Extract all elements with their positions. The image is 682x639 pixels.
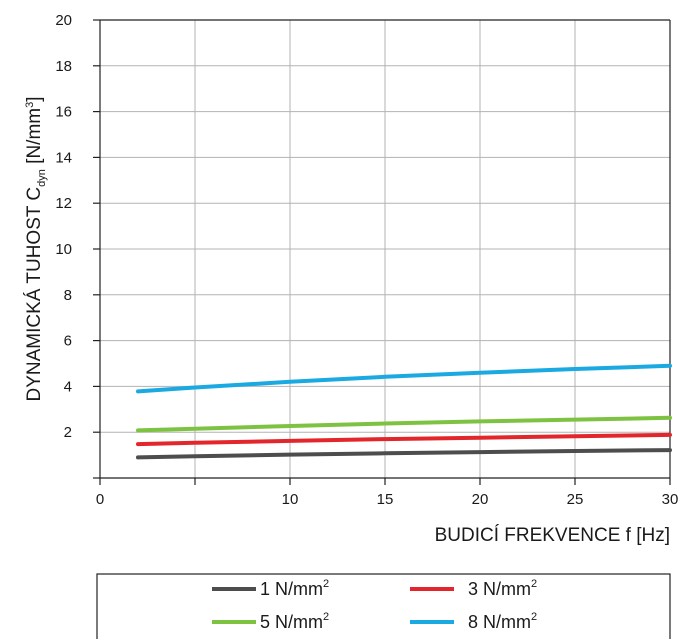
y-tick-label: 10 bbox=[55, 241, 72, 258]
legend-box bbox=[96, 573, 671, 639]
y-axis-title-unit-sup: 3 bbox=[24, 102, 36, 108]
tick-labels: 0 10 15 20 25 30 2 4 6 8 10 12 14 16 18 20 bbox=[55, 12, 678, 508]
x-tick-label: 10 bbox=[282, 491, 299, 508]
y-axis-title-subscript: dyn bbox=[36, 169, 48, 187]
legend-label-3: 5 N/mm2 bbox=[260, 611, 329, 632]
y-axis-title-unit: [N/mm bbox=[24, 108, 45, 169]
x-tick-label: 20 bbox=[472, 491, 489, 508]
y-axis-title-unit-close: ] bbox=[24, 96, 45, 101]
y-axis-title: DYNAMICKÁ TUHOST Cdyn [N/mm3] bbox=[24, 96, 48, 401]
y-tick-label: 8 bbox=[64, 287, 72, 304]
legend-label-1: 1 N/mm2 bbox=[260, 578, 329, 599]
y-tick-label: 20 bbox=[55, 12, 72, 29]
y-tick-label: 14 bbox=[55, 149, 72, 166]
legend-label-2: 3 N/mm2 bbox=[468, 578, 537, 599]
y-axis-title-main: DYNAMICKÁ TUHOST C bbox=[24, 187, 45, 402]
y-tick-label: 12 bbox=[55, 195, 72, 212]
x-tick-label: 30 bbox=[662, 491, 679, 508]
series-line-3 bbox=[136, 415, 672, 433]
series-line-2 bbox=[136, 432, 672, 447]
x-tick-label: 0 bbox=[96, 491, 104, 508]
y-tick-label: 18 bbox=[55, 58, 72, 75]
y-tick-label: 2 bbox=[64, 424, 72, 441]
y-tick-label: 16 bbox=[55, 104, 72, 121]
legend-label-4: 8 N/mm2 bbox=[468, 611, 537, 632]
series-line-4 bbox=[136, 363, 672, 394]
grid bbox=[100, 20, 670, 478]
legend: 1 N/mm2 3 N/mm2 5 N/mm2 8 N/mm2 bbox=[96, 573, 671, 639]
axes bbox=[93, 19, 671, 485]
series-lines bbox=[136, 363, 672, 460]
y-tick-label: 4 bbox=[64, 378, 72, 395]
x-tick-label: 15 bbox=[377, 491, 394, 508]
y-tick-label: 6 bbox=[64, 333, 72, 350]
series-line-1 bbox=[136, 448, 672, 460]
x-axis-title: BUDICÍ FREKVENCE f [Hz] bbox=[435, 525, 670, 546]
x-tick-label: 25 bbox=[567, 491, 584, 508]
